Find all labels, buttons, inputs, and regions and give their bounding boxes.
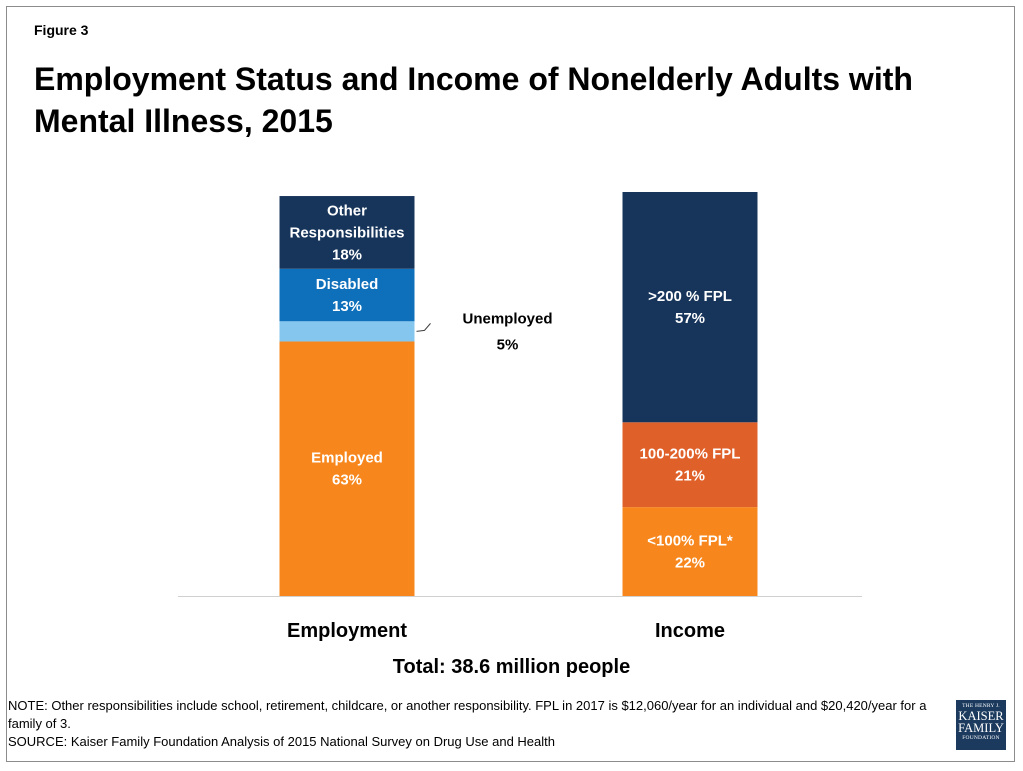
employment-employed-value-label: 63% bbox=[332, 472, 362, 489]
figure-frame bbox=[6, 6, 1015, 762]
category-label-employment: Employment bbox=[287, 620, 407, 642]
employment-other-responsibilities-value-label: 18% bbox=[332, 246, 362, 263]
footnote: NOTE: Other responsibilities include sch… bbox=[8, 697, 928, 751]
total-label: Total: 38.6 million people bbox=[392, 656, 631, 678]
employment-unemployed-bar bbox=[279, 321, 415, 342]
logo-line-1: THE HENRY J. bbox=[962, 703, 1000, 709]
source-text: SOURCE: Kaiser Family Foundation Analysi… bbox=[8, 734, 555, 749]
employment-other-responsibilities-bar bbox=[279, 196, 415, 269]
income-100-fpl-bar bbox=[622, 507, 758, 596]
income-100-200-fpl-label: 100-200% FPL bbox=[640, 446, 741, 463]
employment-disabled-value-label: 13% bbox=[332, 298, 362, 315]
employment-unemployed-leader-line bbox=[416, 323, 431, 332]
logo-line-3: FAMILY bbox=[958, 721, 1004, 735]
employment-employed-label: Employed bbox=[311, 450, 383, 467]
note-text: NOTE: Other responsibilities include sch… bbox=[8, 698, 927, 731]
figure-label: Figure 3 bbox=[34, 22, 89, 38]
income-200-fpl-label: >200 % FPL bbox=[648, 288, 732, 305]
kff-logo: THE HENRY J. KAISER FAMILY FOUNDATION bbox=[956, 700, 1006, 750]
employment-other-responsibilities-label: Other bbox=[327, 202, 367, 219]
income-100-fpl-value-label: 22% bbox=[675, 555, 705, 572]
logo-line-4: FOUNDATION bbox=[962, 735, 1000, 741]
employment-other-responsibilities-label: Responsibilities bbox=[289, 224, 404, 241]
income-100-200-fpl-bar bbox=[622, 422, 758, 508]
income-100-200-fpl-value-label: 21% bbox=[675, 468, 705, 485]
income-200-fpl-bar bbox=[622, 192, 758, 423]
income-100-fpl-label: <100% FPL* bbox=[647, 533, 733, 550]
employment-unemployed-label: Unemployed bbox=[462, 310, 552, 327]
employment-disabled-label: Disabled bbox=[316, 276, 379, 293]
employment-disabled-bar bbox=[279, 268, 415, 322]
category-label-income: Income bbox=[655, 620, 725, 642]
employment-employed-bar bbox=[279, 341, 415, 596]
employment-unemployed-value-label: 5% bbox=[497, 336, 519, 353]
income-200-fpl-value-label: 57% bbox=[675, 310, 705, 327]
logo-line-2: KAISER bbox=[958, 709, 1004, 723]
chart-title: Employment Status and Income of Nonelder… bbox=[34, 61, 913, 139]
